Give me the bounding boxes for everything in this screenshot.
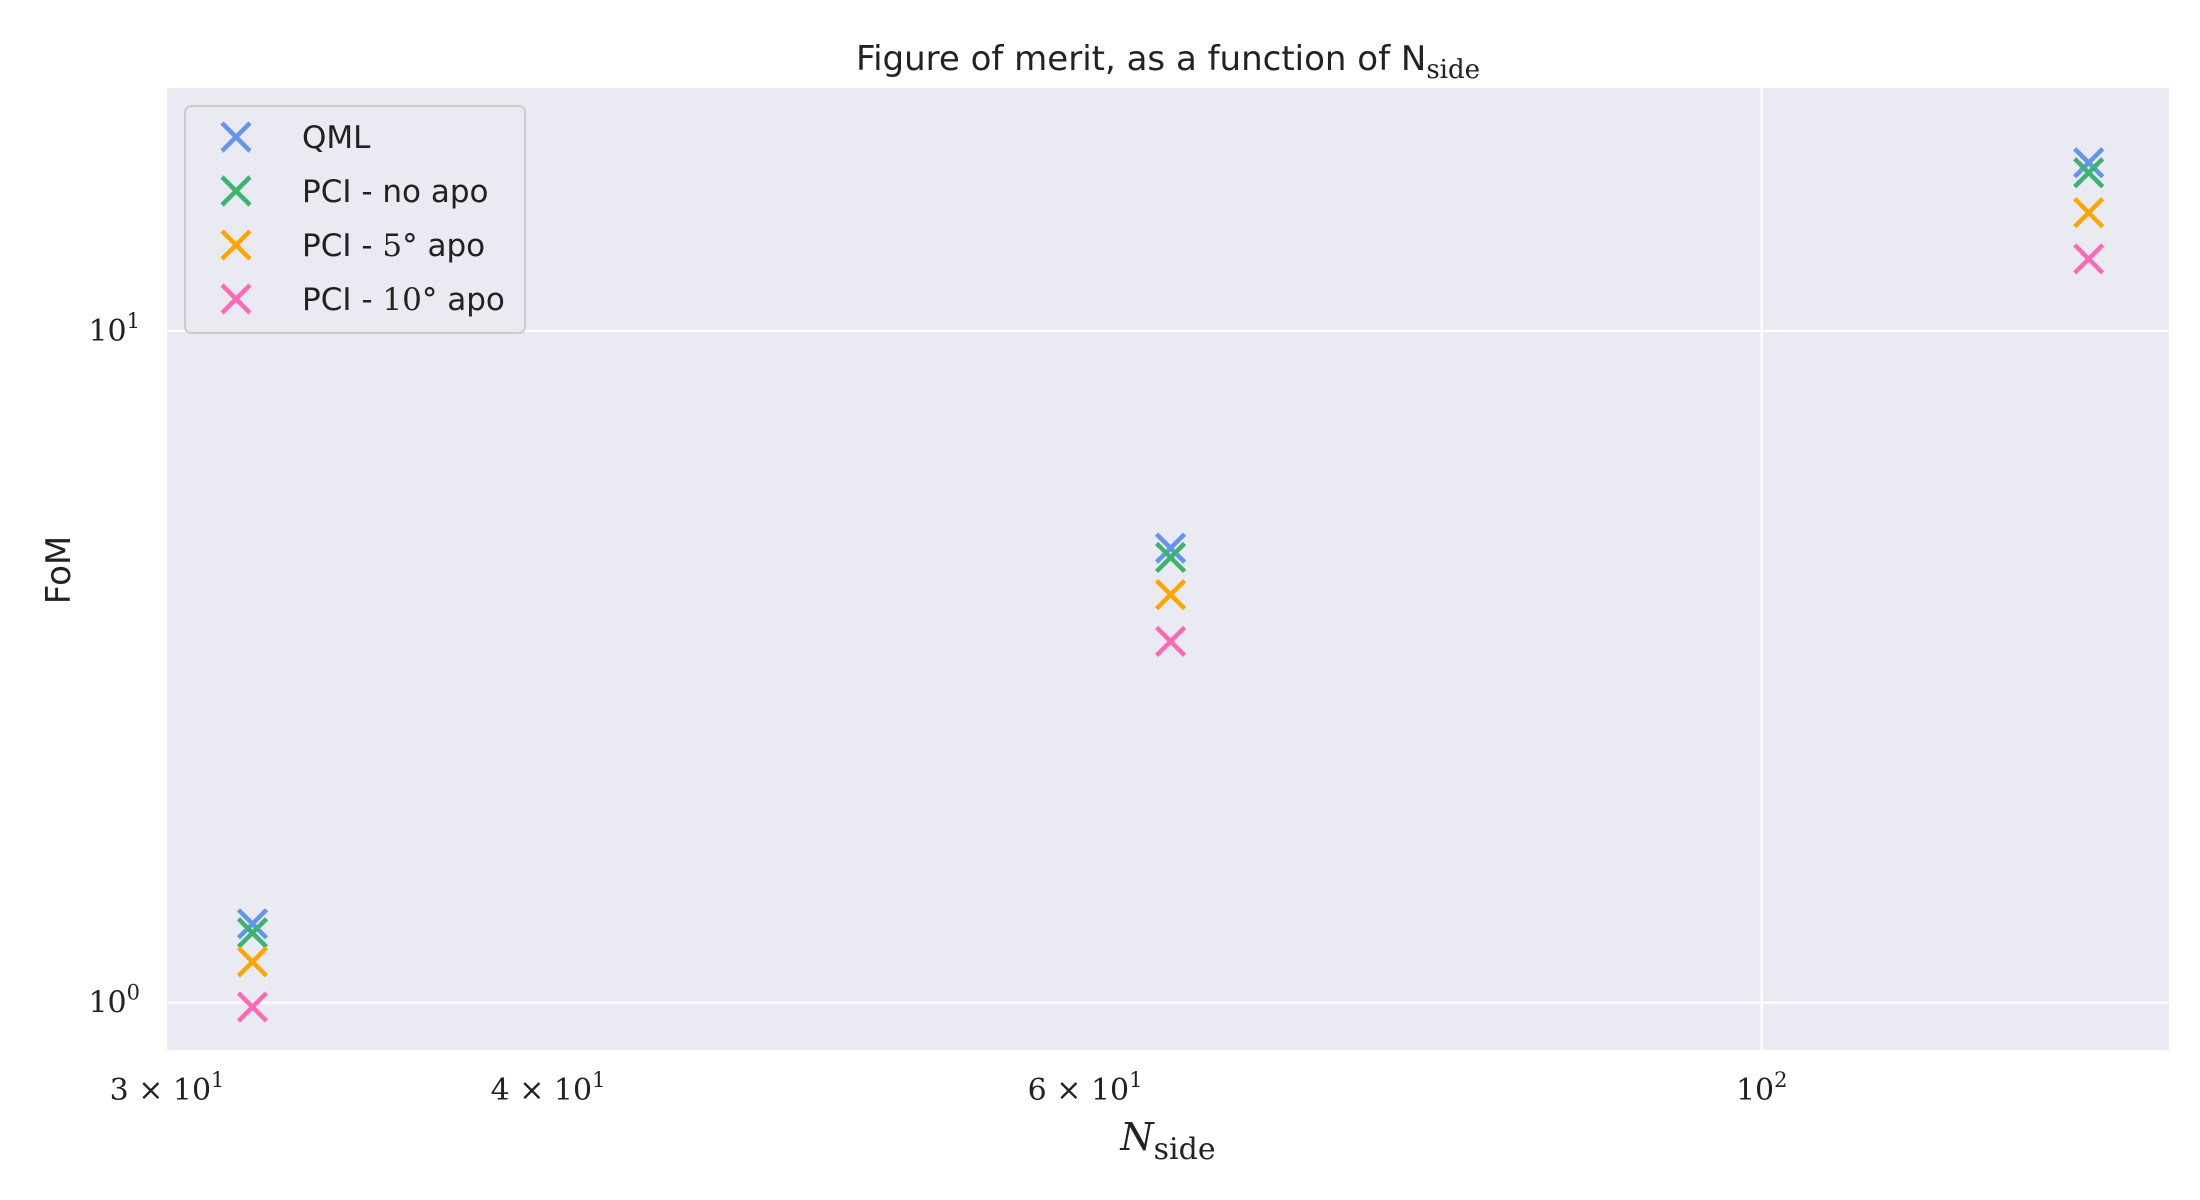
- x-tick-mantissa: 6: [1028, 1073, 1047, 1108]
- x-tick-power: 1: [211, 1068, 224, 1092]
- x-axis-label: Nside: [1119, 1115, 1215, 1167]
- x-axis-label-text: N: [1119, 1115, 1155, 1159]
- x-tick-power: 2: [1774, 1068, 1787, 1092]
- data-point: [236, 917, 269, 949]
- legend-label: PCI - 5° apo: [302, 228, 485, 264]
- data-point: [236, 946, 269, 978]
- y-tick-label: 101: [88, 309, 140, 349]
- legend-label-suffix: apo: [437, 282, 505, 318]
- legend-label-name: PCI -: [302, 282, 382, 318]
- data-point: [236, 908, 269, 940]
- data-point: [1155, 541, 1187, 574]
- y-axis-label: FoM: [39, 536, 79, 604]
- legend-label: PCI - 10° apo: [302, 282, 505, 318]
- data-point: [1155, 625, 1187, 657]
- x-tick-base: 10: [1736, 1073, 1774, 1108]
- x-tick-times: × 10: [129, 1073, 211, 1108]
- data-point: [2073, 157, 2105, 189]
- x-axis-label-subscript: side: [1154, 1132, 1216, 1167]
- legend-marker: [220, 283, 252, 315]
- x-tick-label: 4 × 101: [491, 1068, 606, 1108]
- legend-label: QML: [302, 120, 371, 156]
- x-tick-power: 1: [1129, 1068, 1142, 1092]
- y-tick-power: 0: [127, 981, 140, 1005]
- legend-label-math: 10°: [382, 282, 437, 318]
- y-tick-power: 1: [127, 309, 140, 333]
- data-point: [1155, 532, 1187, 564]
- legend-box: [184, 105, 526, 334]
- data-point: [2073, 197, 2105, 229]
- x-tick-label: 6 × 101: [1028, 1068, 1143, 1108]
- y-tick-base: 10: [88, 314, 126, 349]
- legend-label-suffix: apo: [418, 228, 486, 264]
- y-tick-base: 10: [88, 986, 126, 1021]
- legend-label-name: PCI -: [302, 228, 382, 264]
- legend-marker: [220, 229, 252, 261]
- chart-title-text: Figure of merit, as a function of N: [856, 39, 1426, 79]
- data-point: [1155, 579, 1187, 611]
- x-tick-label: 102: [1736, 1068, 1788, 1108]
- chart-title-subscript: side: [1426, 55, 1480, 85]
- x-tick-label: 3 × 101: [110, 1068, 225, 1108]
- chart-title: Figure of merit, as a function of Nside: [856, 39, 1480, 85]
- legend-label: PCI - no apo: [302, 174, 488, 210]
- legend-marker: [220, 121, 252, 153]
- x-tick-mantissa: 4: [491, 1073, 510, 1108]
- data-point: [2073, 243, 2105, 275]
- x-tick-times: × 10: [510, 1073, 592, 1108]
- data-point: [2073, 147, 2105, 179]
- x-tick-mantissa: 3: [110, 1073, 129, 1108]
- legend-label-name: PCI - no apo: [302, 174, 488, 210]
- data-markers: [236, 147, 2105, 1023]
- legend-label-name: QML: [302, 120, 371, 156]
- x-tick-power: 1: [592, 1068, 605, 1092]
- y-tick-label: 100: [88, 981, 140, 1021]
- legend-marker: [220, 175, 252, 207]
- data-point: [236, 991, 269, 1023]
- x-tick-times: × 10: [1047, 1073, 1129, 1108]
- legend-label-math: 5°: [382, 228, 417, 264]
